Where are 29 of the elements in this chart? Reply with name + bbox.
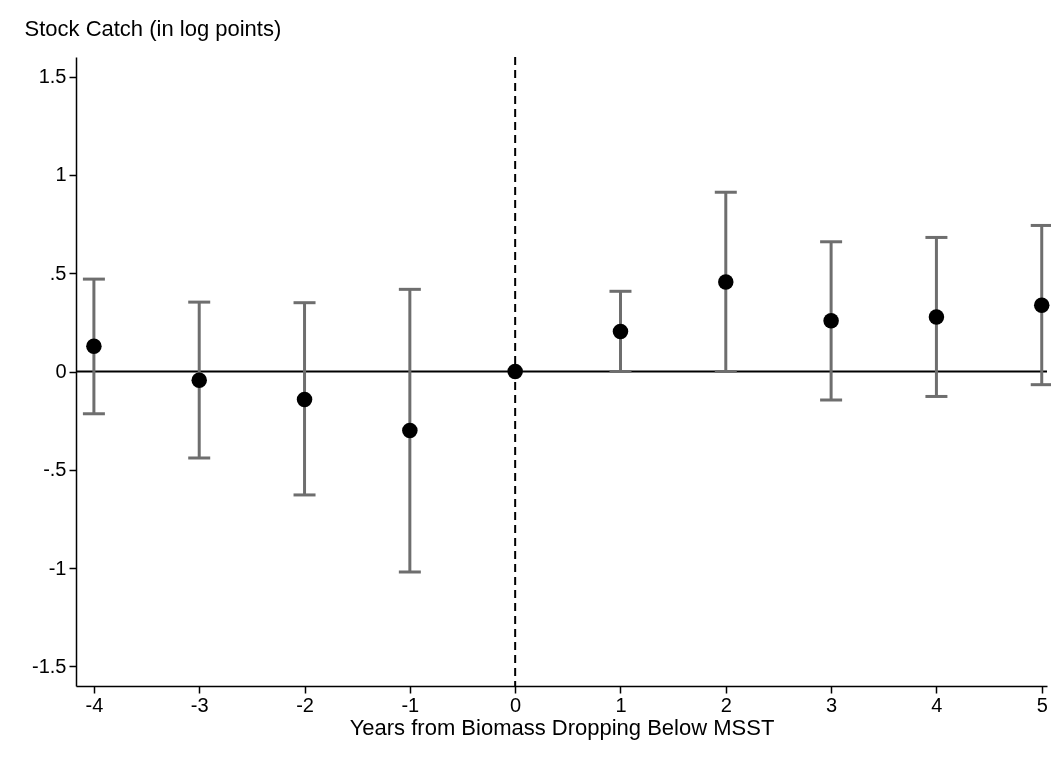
point: [191, 372, 207, 389]
x-tick-label: -4: [85, 693, 104, 716]
y-axis-title: Stock Catch (in log points): [24, 15, 282, 41]
point: [928, 309, 945, 325]
x-tick-label: -1: [401, 693, 420, 716]
point: [1033, 297, 1050, 313]
point: [402, 422, 418, 439]
x-tick-label: -2: [296, 693, 314, 716]
point: [718, 274, 734, 290]
x-tick-label: 1: [615, 693, 627, 716]
y-tick-label: -1.5: [32, 654, 67, 677]
y-tick-label: 1.5: [38, 65, 67, 88]
x-tick-label: 2: [720, 693, 732, 716]
x-tick-label: 5: [1036, 693, 1048, 716]
x-tick-label: -3: [190, 693, 209, 716]
y-tick-label: .5: [49, 261, 67, 284]
point: [86, 338, 102, 355]
y-tick-label: -.5: [43, 458, 67, 481]
x-axis-title: Years from Biomass Dropping Below MSST: [349, 714, 775, 740]
point: [612, 323, 629, 340]
x-tick-label: 4: [931, 693, 943, 716]
x-tick-label: 0: [510, 693, 522, 716]
point: [507, 363, 523, 380]
y-tick-label: 1: [55, 163, 67, 186]
point: [823, 313, 839, 329]
y-tick-label: 0: [55, 360, 67, 382]
point: [296, 391, 313, 408]
x-tick-label: 3: [826, 693, 838, 716]
y-tick-label: -1: [48, 556, 67, 579]
